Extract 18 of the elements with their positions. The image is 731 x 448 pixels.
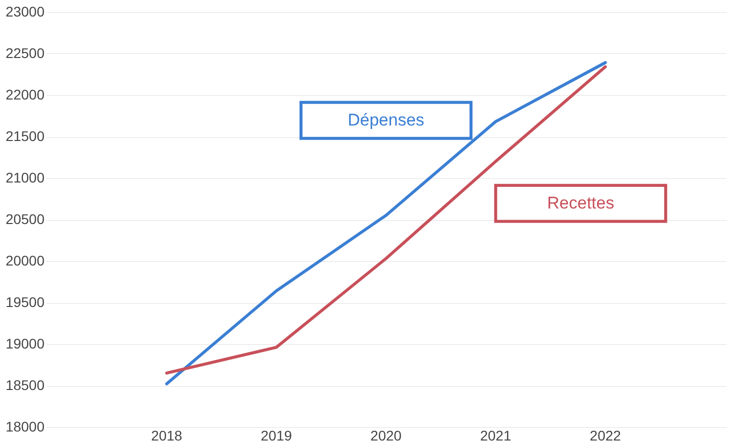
y-tick-label: 18000 [6,418,45,434]
x-tick-label: 2022 [590,428,622,444]
y-tick-label: 20500 [6,211,45,227]
y-tick-label: 21000 [6,170,45,186]
y-tick-label: 19500 [6,294,45,310]
x-tick-label: 2018 [151,428,182,444]
x-tick-label: 2021 [480,428,512,444]
y-tick-label: 19000 [6,336,45,352]
y-tick-label: 22000 [6,86,45,102]
x-tick-label: 2019 [260,428,292,444]
y-tick-label: 20000 [6,252,45,268]
y-tick-label: 22500 [6,45,45,61]
y-tick-label: 18500 [6,377,45,393]
text: Recettes [547,193,614,212]
y-tick-label: 21500 [6,128,45,144]
text: Dépenses [348,110,424,130]
y-tick-label: 23000 [6,4,45,20]
x-tick-label: 2020 [370,428,402,444]
